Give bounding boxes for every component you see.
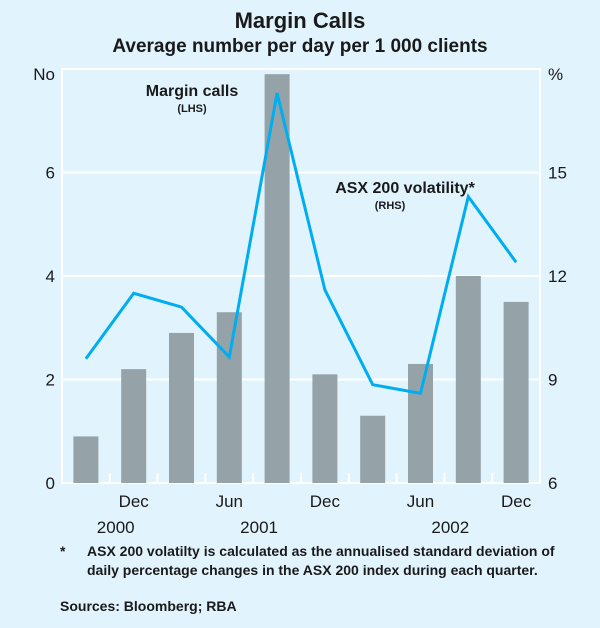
bar: [360, 415, 386, 483]
bar: [169, 332, 194, 483]
x-tick-label: Jun: [407, 492, 434, 511]
year-label: 2001: [240, 518, 278, 537]
year-label: 2000: [97, 518, 135, 537]
x-tick-label: Dec: [310, 492, 341, 511]
bar: [503, 301, 529, 483]
footnote-text: ASX 200 volatilty is calculated as the a…: [87, 543, 555, 578]
series-label-margin-calls: Margin calls: [146, 83, 239, 100]
right-tick-label: 9: [548, 371, 557, 390]
x-tick-label: Dec: [119, 492, 150, 511]
x-tick-label: Jun: [216, 492, 243, 511]
bar: [408, 363, 433, 483]
footnote: * ASX 200 volatilty is calculated as the…: [60, 542, 580, 580]
chart-subtitle: Average number per day per 1 000 clients: [112, 36, 488, 57]
bar: [216, 312, 242, 483]
sources: Sources: Bloomberg; RBA: [60, 598, 237, 614]
series-axis-label-lhs: (LHS): [177, 103, 207, 115]
right-tick-label: 6: [548, 474, 557, 493]
series-axis-label-rhs: (RHS): [375, 200, 406, 212]
volatility-line: [84, 92, 518, 396]
year-label: 2002: [431, 518, 469, 537]
bar: [455, 276, 481, 483]
chart-title: Margin Calls: [234, 8, 366, 33]
bar: [121, 369, 147, 483]
left-tick-label: 6: [46, 164, 55, 183]
right-tick-label: 12: [548, 267, 567, 286]
left-tick-label: 4: [46, 267, 55, 286]
right-tick-label: 15: [548, 164, 567, 183]
left-tick-label: 0: [46, 474, 55, 493]
bar: [73, 436, 99, 483]
footnote-marker: *: [60, 543, 66, 559]
x-tick-label: Dec: [501, 492, 532, 511]
left-axis-unit: No: [33, 65, 55, 84]
bar: [312, 374, 338, 483]
series-label-asx-volatility: ASX 200 volatility*: [335, 180, 475, 197]
right-axis-unit: %: [548, 65, 563, 84]
left-tick-label: 2: [46, 371, 55, 390]
